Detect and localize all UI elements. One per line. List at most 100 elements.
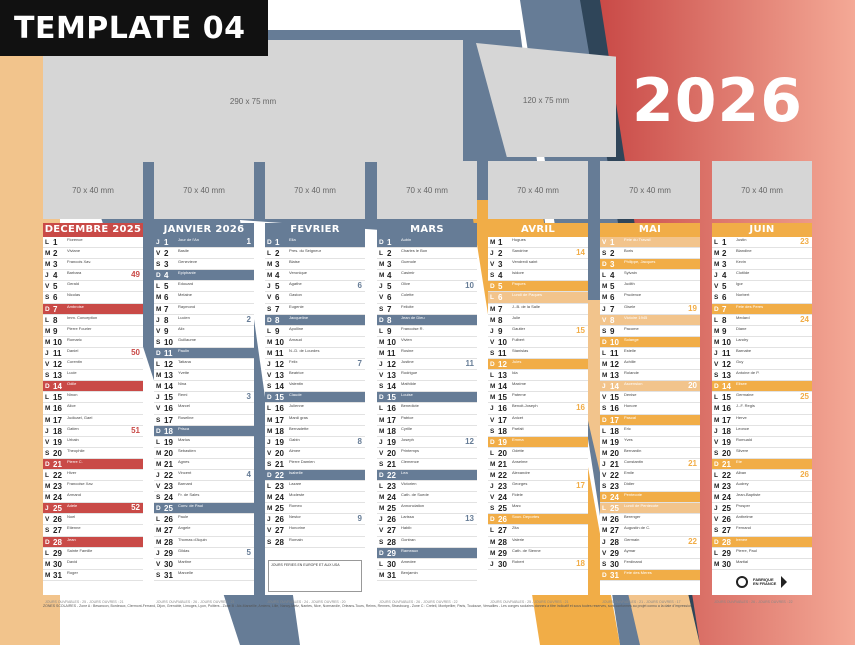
day-number: 4: [498, 271, 503, 281]
week-number: 26: [800, 469, 809, 479]
day-number: 1: [722, 238, 727, 247]
weekday-letter: J: [379, 516, 383, 524]
saint-name: Estelle: [624, 347, 637, 353]
day-row: M 27 Augustin de C.: [600, 525, 700, 537]
day-number: 18: [722, 426, 731, 436]
day-row: M 31 Benjamin: [377, 570, 477, 581]
weekday-letter: M: [379, 261, 385, 269]
week-number: 23: [800, 237, 809, 246]
weekday-letter: D: [156, 427, 161, 435]
day-number: 23: [275, 482, 284, 492]
day-number: 21: [610, 459, 619, 469]
day-row: M 24 Cath. de Suede: [377, 492, 477, 504]
week-number: 49: [131, 270, 140, 280]
weekday-letter: D: [156, 349, 161, 357]
day-number: 11: [498, 348, 507, 358]
saint-name: Aymar: [624, 547, 636, 553]
weekday-letter: L: [714, 239, 718, 246]
saint-name: Ida: [512, 370, 518, 376]
saint-name: Lea: [401, 469, 408, 475]
day-row: V 26 Anthelme: [712, 514, 812, 526]
day-number: 10: [610, 337, 619, 347]
weekday-letter: J: [714, 272, 718, 280]
weekday-letter: D: [602, 416, 607, 424]
day-row: V 15 Denise: [600, 392, 700, 404]
day-number: 26: [610, 515, 619, 525]
saint-name: Roger: [67, 569, 78, 575]
day-number: 8: [498, 315, 503, 325]
weekday-letter: M: [379, 427, 385, 435]
weekday-letter: D: [379, 549, 384, 557]
day-row: D 26 Souv. Deportes: [488, 514, 588, 526]
weekday-letter: L: [379, 250, 383, 258]
saint-name: Constantin: [624, 458, 644, 464]
weekday-letter: M: [45, 405, 51, 413]
weekday-letter: V: [156, 327, 161, 335]
day-row: L 11 Estelle: [600, 347, 700, 360]
school-zones-note: ZONES SCOLAIRES - Zone A : Besancon, Bor…: [43, 604, 692, 608]
saint-name: Imm. Conception: [67, 314, 98, 320]
day-row: M 20 Sebastien: [154, 448, 254, 459]
day-number: 16: [722, 404, 731, 414]
day-row: S 11 Stanislas: [488, 348, 588, 360]
day-row: M 28 Valerie: [488, 537, 588, 548]
day-number: 19: [164, 437, 173, 447]
saint-name: Charles le Bon: [401, 248, 428, 254]
weekday-letter: S: [267, 538, 272, 546]
day-row: M 25 Annonciation: [377, 503, 477, 515]
saint-name: Paques: [512, 281, 526, 287]
weekday-letter: D: [714, 538, 719, 546]
day-row: J 2 Sandrine 14: [488, 248, 588, 260]
day-row: D 22 Lea: [377, 469, 477, 482]
weekday-letter: D: [379, 239, 384, 246]
saint-name: Gerald: [67, 281, 80, 287]
saint-name: Rosine: [401, 347, 414, 353]
day-number: 26: [722, 515, 731, 525]
day-list: D 1 Ella L 2 Pres. du Seigneur M 3 Blaise M 4 Veron…: [265, 237, 365, 548]
weekday-letter: L: [379, 327, 383, 335]
day-number: 8: [164, 315, 169, 325]
day-number: 2: [722, 249, 727, 259]
saint-name: Habib: [401, 525, 412, 531]
weekday-letter: M: [45, 261, 51, 269]
day-number: 29: [722, 548, 731, 558]
day-number: 11: [722, 348, 731, 358]
saint-name: Roseline: [178, 414, 194, 420]
day-number: 15: [53, 393, 62, 403]
saint-name: Rameaux: [401, 547, 419, 553]
day-number: 15: [610, 393, 619, 403]
weekday-letter: L: [714, 549, 718, 557]
saint-name: Clotilde: [736, 270, 750, 276]
weekday-letter: D: [379, 471, 384, 479]
saint-name: Pierre Fourier: [67, 325, 92, 331]
weekday-letter: M: [490, 394, 496, 402]
day-number: 14: [722, 382, 731, 392]
day-row: M 7 Raymond: [154, 304, 254, 315]
saint-name: Judith: [624, 281, 635, 287]
week-number: 22: [688, 536, 697, 546]
saint-name: Bernardin: [624, 447, 642, 453]
saint-name: Alix: [178, 325, 185, 331]
day-row: L 26 Paule: [154, 514, 254, 526]
day-number: 25: [610, 504, 619, 514]
day-row: L 1 Justin 23: [712, 237, 812, 249]
weekday-letter: V: [379, 372, 384, 380]
day-row: S 6 Nicolas: [43, 292, 143, 304]
weekday-letter: M: [714, 560, 720, 568]
saint-name: Robert: [512, 558, 525, 564]
week-number: 8: [357, 436, 362, 446]
weekday-letter: M: [379, 571, 385, 579]
day-number: 16: [387, 404, 396, 414]
day-number: 14: [498, 382, 507, 392]
day-row: S 20 Theophile: [43, 448, 143, 459]
weekday-letter: J: [490, 405, 494, 413]
weekday-letter: J: [714, 349, 718, 357]
saint-name: Justine: [401, 359, 414, 365]
week-number: 16: [576, 403, 585, 413]
day-row: M 21 Anselme: [488, 459, 588, 470]
day-row: S 6 Norbert: [712, 292, 812, 304]
day-number: 18: [164, 426, 173, 436]
day-number: 18: [275, 426, 284, 436]
day-row: L 2 Charles le Bon: [377, 248, 477, 260]
day-row: J 11 Barnabe: [712, 348, 812, 360]
